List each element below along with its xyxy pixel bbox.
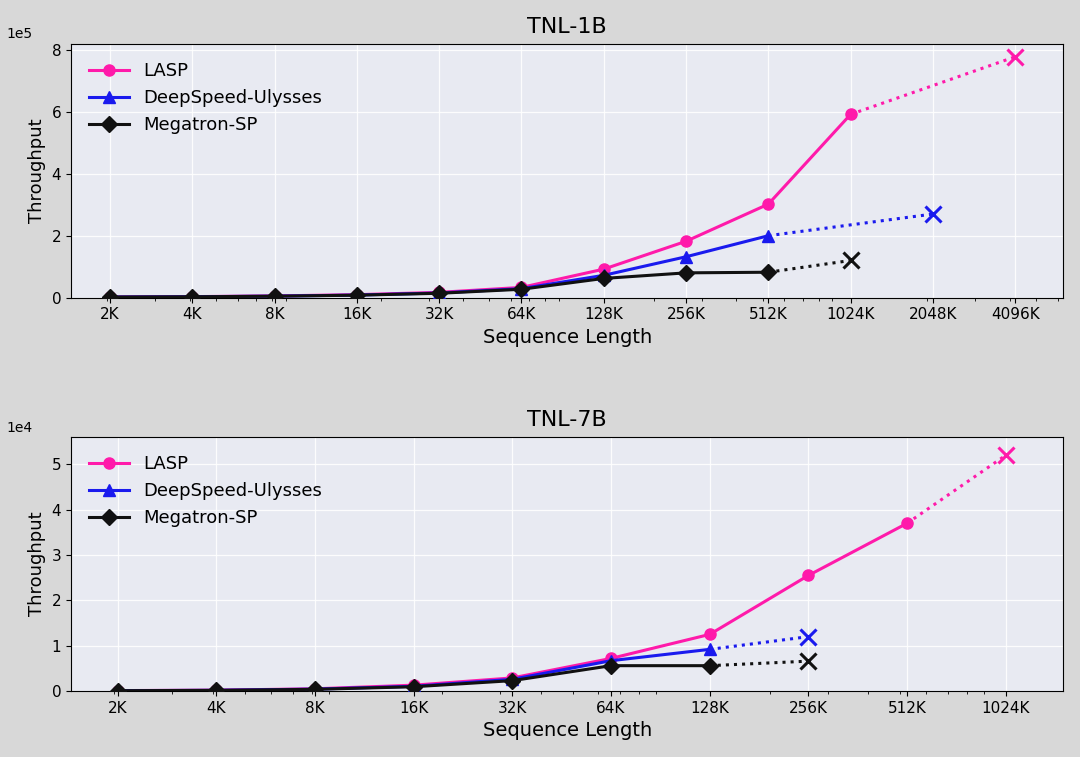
Line: Megatron-SP: Megatron-SP [105, 266, 774, 303]
Megatron-SP [104, 292, 117, 301]
Megatron-SP [761, 268, 774, 277]
DeepSpeed-Ulysses [268, 291, 281, 301]
Legend: LASP, DeepSpeed-Ulysses, Megatron-SP: LASP, DeepSpeed-Ulysses, Megatron-SP [80, 53, 332, 143]
DeepSpeed-Ulysses [515, 284, 528, 293]
Megatron-SP [407, 682, 420, 691]
Line: DeepSpeed-Ulysses: DeepSpeed-Ulysses [112, 643, 715, 696]
DeepSpeed-Ulysses [679, 252, 692, 261]
Title: TNL-1B: TNL-1B [527, 17, 607, 36]
Title: TNL-7B: TNL-7B [527, 410, 607, 430]
DeepSpeed-Ulysses [210, 686, 222, 695]
Megatron-SP [515, 285, 528, 294]
Legend: LASP, DeepSpeed-Ulysses, Megatron-SP: LASP, DeepSpeed-Ulysses, Megatron-SP [80, 446, 332, 537]
Megatron-SP [210, 686, 222, 695]
DeepSpeed-Ulysses [111, 686, 124, 695]
Megatron-SP [433, 288, 446, 298]
Text: 1e4: 1e4 [6, 421, 32, 435]
DeepSpeed-Ulysses [350, 291, 363, 300]
Megatron-SP [605, 661, 618, 670]
Megatron-SP [309, 685, 322, 694]
LASP [407, 681, 420, 690]
LASP [901, 519, 914, 528]
Megatron-SP [597, 274, 610, 283]
DeepSpeed-Ulysses [104, 292, 117, 301]
X-axis label: Sequence Length: Sequence Length [483, 721, 652, 740]
Megatron-SP [679, 268, 692, 277]
LASP [309, 684, 322, 693]
LASP [845, 110, 858, 119]
LASP [605, 654, 618, 663]
DeepSpeed-Ulysses [597, 271, 610, 280]
DeepSpeed-Ulysses [703, 645, 716, 654]
LASP [679, 237, 692, 246]
LASP [111, 686, 124, 695]
DeepSpeed-Ulysses [505, 674, 518, 684]
LASP [104, 292, 117, 301]
Megatron-SP [111, 686, 124, 695]
LASP [761, 200, 774, 209]
DeepSpeed-Ulysses [761, 231, 774, 240]
LASP [597, 265, 610, 274]
Megatron-SP [703, 661, 716, 670]
Line: LASP: LASP [105, 109, 856, 303]
Text: 1e5: 1e5 [6, 27, 32, 41]
Megatron-SP [350, 291, 363, 300]
Megatron-SP [268, 291, 281, 301]
X-axis label: Sequence Length: Sequence Length [483, 328, 652, 347]
Line: DeepSpeed-Ulysses: DeepSpeed-Ulysses [105, 230, 774, 303]
LASP [268, 291, 281, 301]
LASP [801, 571, 814, 580]
LASP [210, 686, 222, 695]
LASP [515, 283, 528, 292]
Megatron-SP [186, 292, 199, 301]
LASP [186, 292, 199, 301]
DeepSpeed-Ulysses [605, 656, 618, 665]
LASP [350, 290, 363, 299]
DeepSpeed-Ulysses [433, 288, 446, 298]
Line: Megatron-SP: Megatron-SP [112, 660, 715, 696]
LASP [703, 630, 716, 639]
Megatron-SP [505, 676, 518, 685]
Y-axis label: Throughput: Throughput [28, 118, 46, 223]
LASP [505, 674, 518, 683]
Y-axis label: Throughput: Throughput [28, 512, 46, 616]
DeepSpeed-Ulysses [309, 684, 322, 693]
Line: LASP: LASP [112, 518, 913, 696]
DeepSpeed-Ulysses [407, 682, 420, 691]
LASP [433, 288, 446, 297]
DeepSpeed-Ulysses [186, 292, 199, 301]
